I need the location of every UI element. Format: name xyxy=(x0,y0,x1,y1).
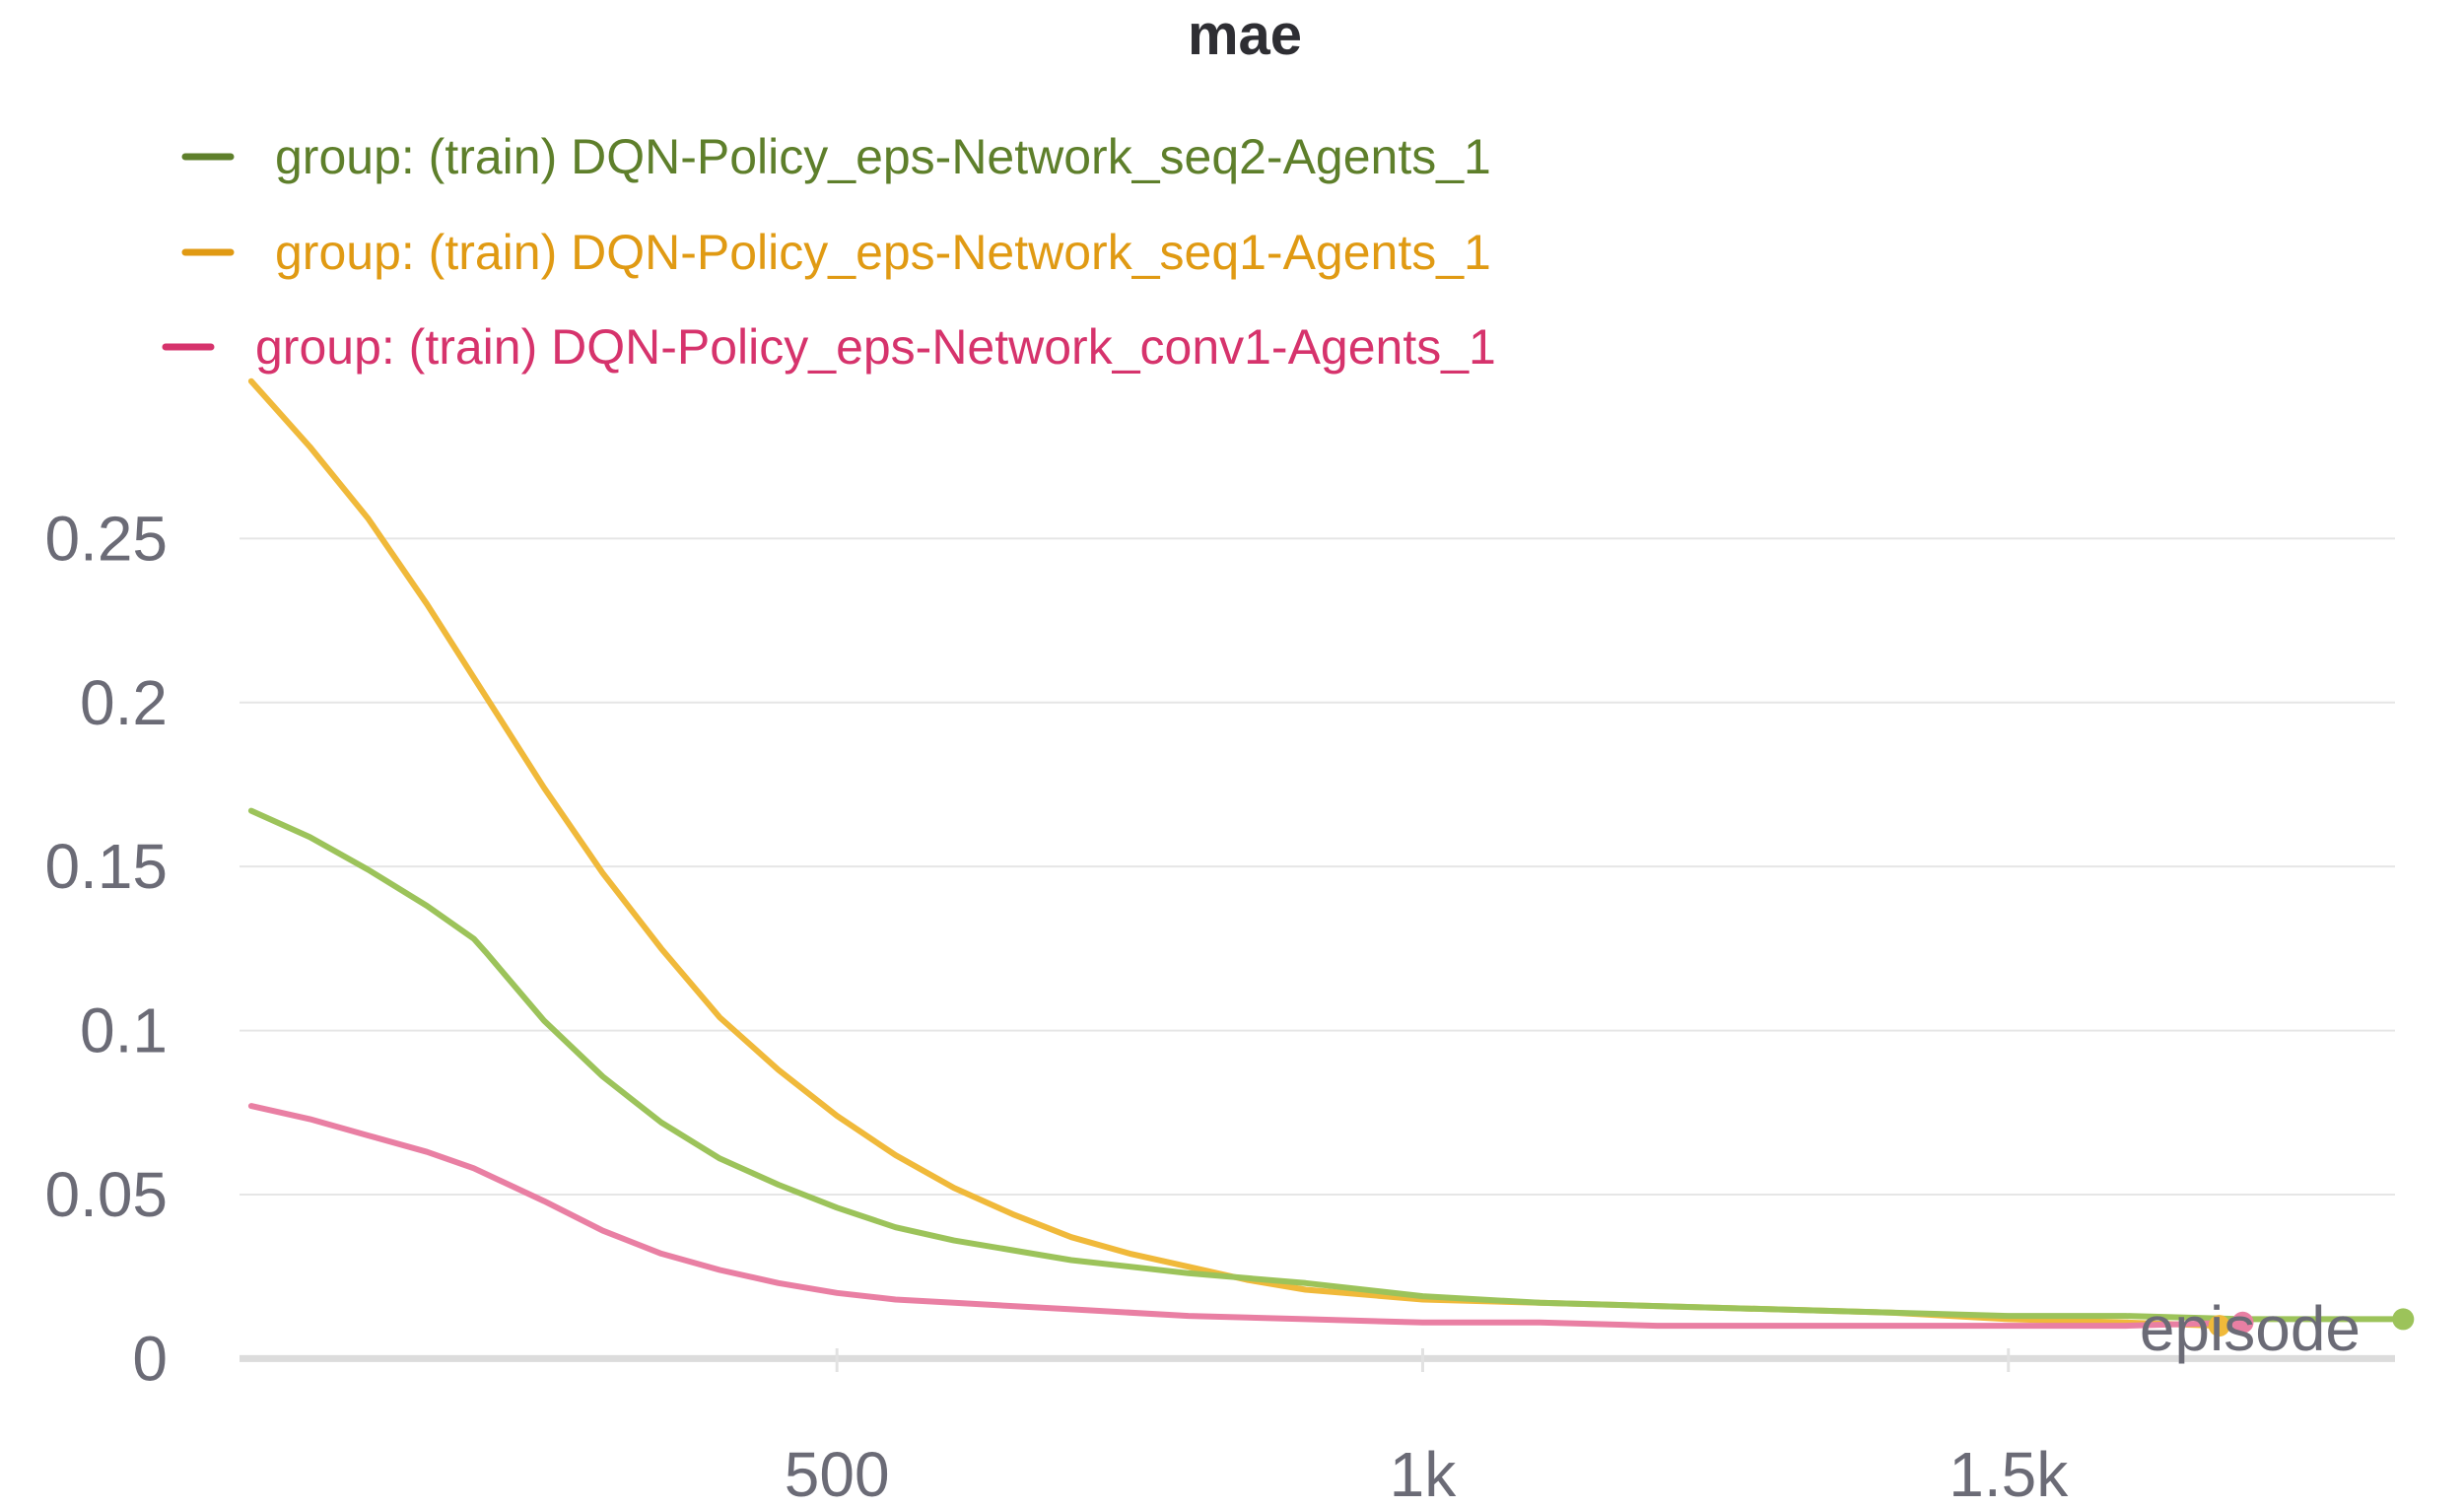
legend: group: (train) DQN-Policy_eps-Network_se… xyxy=(162,129,1496,375)
legend-label: group: (train) DQN-Policy_eps-Network_se… xyxy=(275,129,1491,184)
series-end-point xyxy=(2392,1308,2415,1331)
x-axis: 500 1k 1.5k xyxy=(785,1348,2069,1508)
y-tick-label: 0.1 xyxy=(80,995,168,1066)
series-end-point xyxy=(2231,1311,2254,1334)
series-line xyxy=(247,377,2223,1330)
y-tick-label: 0.15 xyxy=(44,831,168,902)
series-line xyxy=(247,1103,2246,1330)
y-tick-label: 0.2 xyxy=(80,667,168,738)
y-tick-label: 0 xyxy=(132,1323,168,1394)
x-tick-label: 1k xyxy=(1390,1439,1458,1508)
series-line xyxy=(247,807,2407,1323)
x-axis-label: episode xyxy=(2140,1293,2361,1364)
y-tick-label: 0.05 xyxy=(44,1159,168,1230)
y-tick-label: 0.25 xyxy=(44,503,168,574)
series-group xyxy=(247,377,2415,1337)
legend-label: group: (train) DQN-Policy_eps-Network_co… xyxy=(255,319,1496,375)
x-tick-label: 1.5k xyxy=(1949,1439,2069,1508)
y-axis: 0 0.05 0.1 0.15 0.2 0.25 xyxy=(44,503,168,1394)
chart-title: mae xyxy=(1188,3,1302,67)
grid xyxy=(240,537,2395,1362)
legend-label: group: (train) DQN-Policy_eps-Network_se… xyxy=(275,225,1491,280)
series-end-point xyxy=(2208,1315,2230,1337)
x-tick-label: 500 xyxy=(785,1439,890,1508)
